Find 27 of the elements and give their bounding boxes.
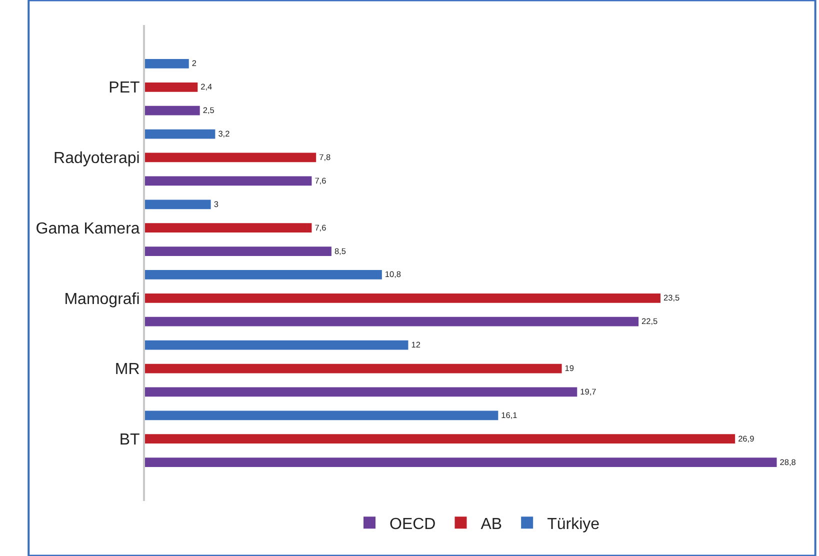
bar <box>145 246 332 256</box>
bar <box>145 129 216 139</box>
bar <box>145 434 736 444</box>
bar <box>145 59 189 68</box>
legend-label: OECD <box>390 516 436 533</box>
bar <box>145 458 777 467</box>
bar <box>145 200 211 210</box>
bar <box>145 223 312 233</box>
bar <box>145 293 660 303</box>
legend-label: Türkiye <box>547 516 600 533</box>
bar <box>145 152 316 162</box>
y-tick-label: Mamografi <box>64 290 140 308</box>
y-tick-label: Gama Kamera <box>36 220 140 238</box>
bar <box>145 176 312 186</box>
bar <box>145 410 498 420</box>
y-tick-label: MR <box>114 361 140 378</box>
bar <box>145 387 578 397</box>
y-tick-label: Radyoterapi <box>54 150 140 168</box>
y-tick-label: PET <box>108 80 140 97</box>
bar <box>145 316 639 326</box>
y-tick-label: BT <box>119 431 140 448</box>
legend-label: AB <box>480 516 502 533</box>
bar <box>145 106 200 116</box>
bar <box>145 270 382 280</box>
bar <box>145 364 562 374</box>
bar <box>145 82 198 92</box>
bar <box>145 340 408 350</box>
